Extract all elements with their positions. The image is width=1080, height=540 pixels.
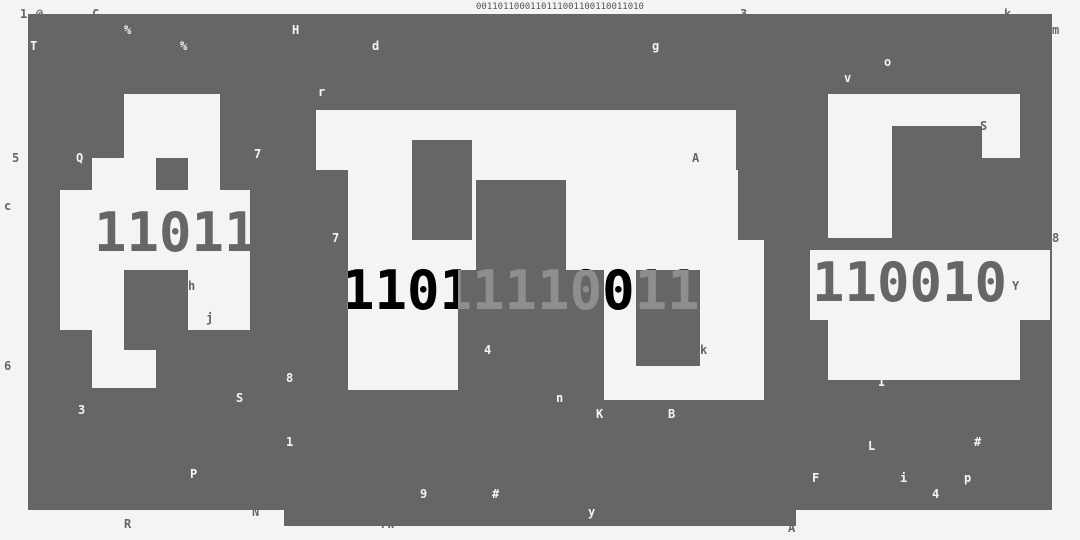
noise-char: T	[896, 151, 904, 165]
code-middle: 11011110011	[342, 259, 700, 322]
header-strip	[284, 0, 796, 14]
noise-char: h	[188, 279, 196, 293]
center-hole	[412, 140, 472, 240]
right-shape	[810, 250, 1050, 320]
header-code: 0011011000110111001100110011010	[476, 2, 644, 12]
noise-char: k	[700, 343, 708, 357]
center-shape	[316, 110, 736, 170]
right-shape	[828, 320, 1020, 380]
noise-char: %	[124, 23, 132, 37]
noise-char: 6	[4, 359, 12, 373]
noise-char: n	[556, 391, 564, 405]
noise-char: L	[868, 439, 876, 453]
noise-char: 3	[740, 7, 748, 21]
noise-char: o	[884, 55, 892, 69]
code-left: 110110	[94, 201, 290, 264]
right-shape	[828, 158, 892, 238]
noise-char: 1B	[668, 343, 683, 357]
noise-char: F	[812, 471, 820, 485]
noise-char: 1	[20, 7, 28, 21]
right-hole	[892, 126, 982, 250]
noise-char: 4	[932, 487, 940, 501]
noise-char: d	[372, 39, 380, 53]
noise-char: p	[334, 117, 342, 131]
noise-char: C	[92, 7, 100, 21]
noise-char: B	[668, 407, 676, 421]
noise-char: 7	[254, 147, 262, 161]
noise-char: #	[492, 487, 500, 501]
noise-char: E	[956, 39, 964, 53]
noise-char: W	[132, 279, 140, 293]
noise-char: Jt	[756, 103, 771, 117]
noise-char: H	[292, 23, 300, 37]
noise-char: A	[692, 151, 700, 165]
noise-char: i	[900, 471, 908, 485]
noise-char: 4	[484, 343, 492, 357]
noise-char: A	[788, 521, 796, 535]
bottom-band	[284, 500, 796, 526]
noise-char: r	[318, 85, 326, 99]
noise-char: P	[190, 467, 198, 481]
noise-char: Y	[1012, 279, 1020, 293]
noise-char: S	[980, 119, 988, 133]
noise-char: T	[30, 39, 38, 53]
center-hole	[476, 180, 566, 290]
noise-char: 7W	[380, 517, 395, 531]
noise-char: m	[1052, 23, 1060, 37]
noise-char: Z	[958, 151, 966, 165]
noise-char: c	[4, 199, 12, 213]
left-hole	[124, 270, 188, 350]
noise-char: v	[844, 71, 852, 85]
noise-char: I	[878, 375, 886, 389]
noise-char: 1	[286, 435, 294, 449]
noise-char: 3	[78, 403, 86, 417]
noise-char: 6	[668, 199, 676, 213]
noise-char: M	[772, 119, 780, 133]
noise-char: %	[180, 39, 188, 53]
noise-char: 8	[1052, 231, 1060, 245]
noise-char: #	[974, 435, 982, 449]
center-hole	[636, 270, 700, 366]
noise-char: S	[236, 391, 244, 405]
center-shape	[348, 270, 458, 390]
noise-char: f	[1020, 151, 1028, 165]
noise-char: 9	[420, 487, 428, 501]
noise-char: 5	[12, 151, 20, 165]
noise-char: g	[652, 39, 660, 53]
noise-char: 8	[286, 371, 294, 385]
noise-char: R	[124, 517, 132, 531]
noise-char: @	[36, 7, 44, 21]
noise-char: 1	[916, 359, 924, 373]
left-shape	[188, 126, 220, 190]
noise-char: K	[596, 407, 604, 421]
code-right: 110010	[812, 251, 1008, 314]
noise-char: Q	[76, 151, 84, 165]
noise-char: p	[964, 471, 972, 485]
noise-char: G	[588, 231, 596, 245]
noise-char: j	[206, 311, 214, 325]
noise-char: y	[588, 505, 596, 519]
noise-char: 7	[332, 231, 340, 245]
noise-char: N	[252, 505, 260, 519]
noise-char: k	[1004, 7, 1012, 21]
